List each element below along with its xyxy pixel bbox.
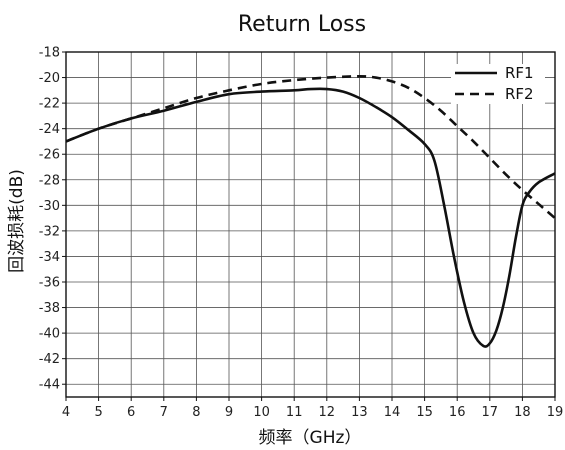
- y-tick-label: -40: [39, 327, 60, 342]
- x-axis-title: 频率（GHz）: [259, 428, 362, 448]
- tick-labels: 4 5 6 7 8 9 10 11 12 13 14 15 16 17 18 19 -18 -20 -22 -24 -2…: [39, 46, 564, 421]
- y-tick-label: -28: [39, 173, 60, 188]
- x-tick-label: 19: [547, 405, 564, 420]
- y-tick-label: -30: [39, 199, 60, 214]
- x-tick-label: 13: [351, 405, 368, 420]
- x-tick-label: 15: [416, 405, 433, 420]
- y-tick-label: -32: [39, 224, 60, 239]
- x-tick-label: 5: [94, 405, 102, 420]
- x-tick-label: 7: [160, 405, 168, 420]
- series-line-rf2: [65, 74, 556, 220]
- series-group: [65, 74, 556, 348]
- x-tick-label: 4: [62, 405, 70, 420]
- x-tick-label: 6: [127, 405, 135, 420]
- y-tick-label: -26: [39, 148, 60, 163]
- y-tick-label: -36: [39, 276, 60, 291]
- series-line-rf1: [65, 87, 556, 348]
- y-tick-label: -44: [39, 378, 60, 393]
- grid: [65, 51, 556, 397]
- y-tick-label: -18: [39, 46, 60, 61]
- x-tick-label: 9: [225, 405, 233, 420]
- plot-frame: [65, 51, 556, 398]
- x-tick-label: 17: [482, 405, 499, 420]
- x-tick-label: 14: [384, 405, 401, 420]
- legend-box: [451, 64, 545, 104]
- y-tick-label: -22: [39, 97, 60, 112]
- x-tick-label: 8: [192, 405, 200, 420]
- x-tick-label: 10: [253, 405, 270, 420]
- y-tick-label: -20: [39, 71, 60, 86]
- y-tick-label: -38: [39, 301, 60, 316]
- x-tick-label: 12: [319, 405, 336, 420]
- y-tick-label: -42: [39, 352, 60, 367]
- y-axis-title: 回波损耗(dB): [7, 169, 27, 273]
- chart-title: Return Loss: [238, 12, 366, 37]
- legend-label-rf2: RF2: [505, 85, 534, 103]
- x-tick-label: 16: [449, 405, 466, 420]
- y-tick-label: -34: [39, 250, 60, 265]
- y-tick-label: -24: [39, 122, 60, 137]
- legend-label-rf1: RF1: [505, 64, 534, 82]
- x-tick-label: 11: [286, 405, 303, 420]
- x-tick-label: 18: [514, 405, 531, 420]
